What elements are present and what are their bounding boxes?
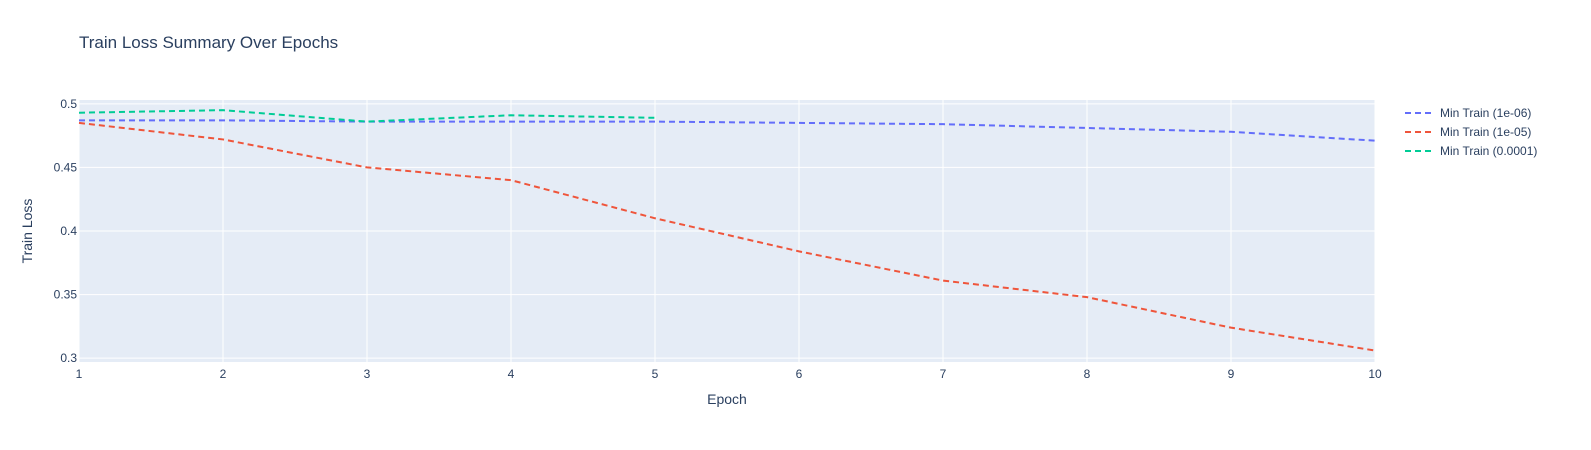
y-tick-label: 0.3 (60, 351, 77, 365)
axis-ticks: 1 2 3 4 5 6 7 8 9 10 0.3 0.35 0.4 0.45 0.5 (54, 97, 1382, 381)
series-line-3 (78, 109, 656, 123)
series-line-1 (79, 119, 1376, 142)
x-tick-label: 2 (220, 367, 227, 381)
x-tick-label: 7 (940, 367, 947, 381)
x-tick-label: 1 (76, 367, 83, 381)
x-tick-label: 5 (652, 367, 659, 381)
legend-label: Min Train (0.0001) (1440, 144, 1537, 158)
chart-title: Train Loss Summary Over Epochs (79, 33, 339, 52)
x-tick-label: 4 (508, 367, 515, 381)
x-tick-label: 6 (796, 367, 803, 381)
x-tick-label: 10 (1368, 367, 1382, 381)
x-axis-label: Epoch (707, 391, 747, 407)
y-tick-label: 0.45 (54, 160, 78, 174)
x-tick-label: 8 (1084, 367, 1091, 381)
legend: Min Train (1e-06) Min Train (1e-05) Min Tr… (1405, 106, 1537, 158)
x-tick-label: 9 (1228, 367, 1235, 381)
grid-lines (78, 100, 1376, 362)
series-lines (78, 109, 1376, 352)
y-tick-label: 0.35 (54, 288, 78, 302)
x-tick-label: 3 (364, 367, 371, 381)
legend-label: Min Train (1e-05) (1440, 125, 1531, 139)
y-axis-label: Train Loss (19, 199, 35, 264)
y-tick-label: 0.4 (60, 224, 77, 238)
y-tick-label: 0.5 (60, 97, 77, 111)
legend-label: Min Train (1e-06) (1440, 106, 1531, 120)
